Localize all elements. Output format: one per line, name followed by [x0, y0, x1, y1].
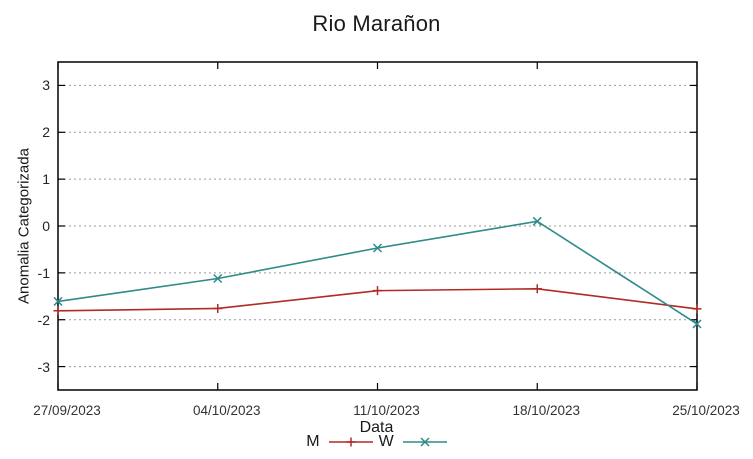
series-W-marker — [372, 243, 383, 253]
x-tick-label: 11/10/2023 — [353, 403, 420, 418]
legend-swatch-plus — [328, 437, 373, 447]
series-W-marker — [53, 296, 63, 306]
x-tick-label: 04/10/2023 — [192, 403, 261, 418]
legend-swatch-cross — [402, 437, 447, 447]
legend-marker-plus-icon — [346, 437, 356, 447]
legend-item-M: M — [306, 433, 373, 451]
y-tick-label: -1 — [37, 264, 50, 281]
series-M-marker — [53, 306, 63, 316]
series-M-marker — [373, 286, 382, 296]
series-W-marker — [532, 216, 542, 226]
chart-title: Rio Marañon — [312, 11, 441, 36]
series-W-marker — [213, 273, 223, 284]
series-M-marker — [532, 284, 542, 294]
y-tick-label: 3 — [42, 77, 50, 94]
series-M-marker — [213, 303, 223, 313]
y-tick-label: -2 — [37, 311, 50, 328]
x-tick-label: 27/09/2023 — [33, 403, 101, 418]
series-W-marker — [692, 319, 702, 329]
plot-border — [57, 61, 698, 391]
x-tick-label: 18/10/2023 — [512, 403, 581, 418]
x-axis-label: Data — [359, 419, 394, 436]
y-tick-label: 0 — [42, 218, 50, 234]
series-W-line — [57, 220, 698, 325]
y-tick-label: 2 — [42, 124, 50, 141]
legend-label: W — [378, 433, 394, 450]
y-tick-label: -3 — [37, 358, 50, 375]
x-tick-label: 25/10/2023 — [672, 403, 740, 418]
y-tick-label: 1 — [42, 171, 50, 188]
legend-marker-cross-icon — [420, 437, 430, 447]
legend-label: M — [306, 433, 320, 450]
series-M-marker — [692, 304, 702, 314]
legend-item-W: W — [379, 433, 447, 451]
